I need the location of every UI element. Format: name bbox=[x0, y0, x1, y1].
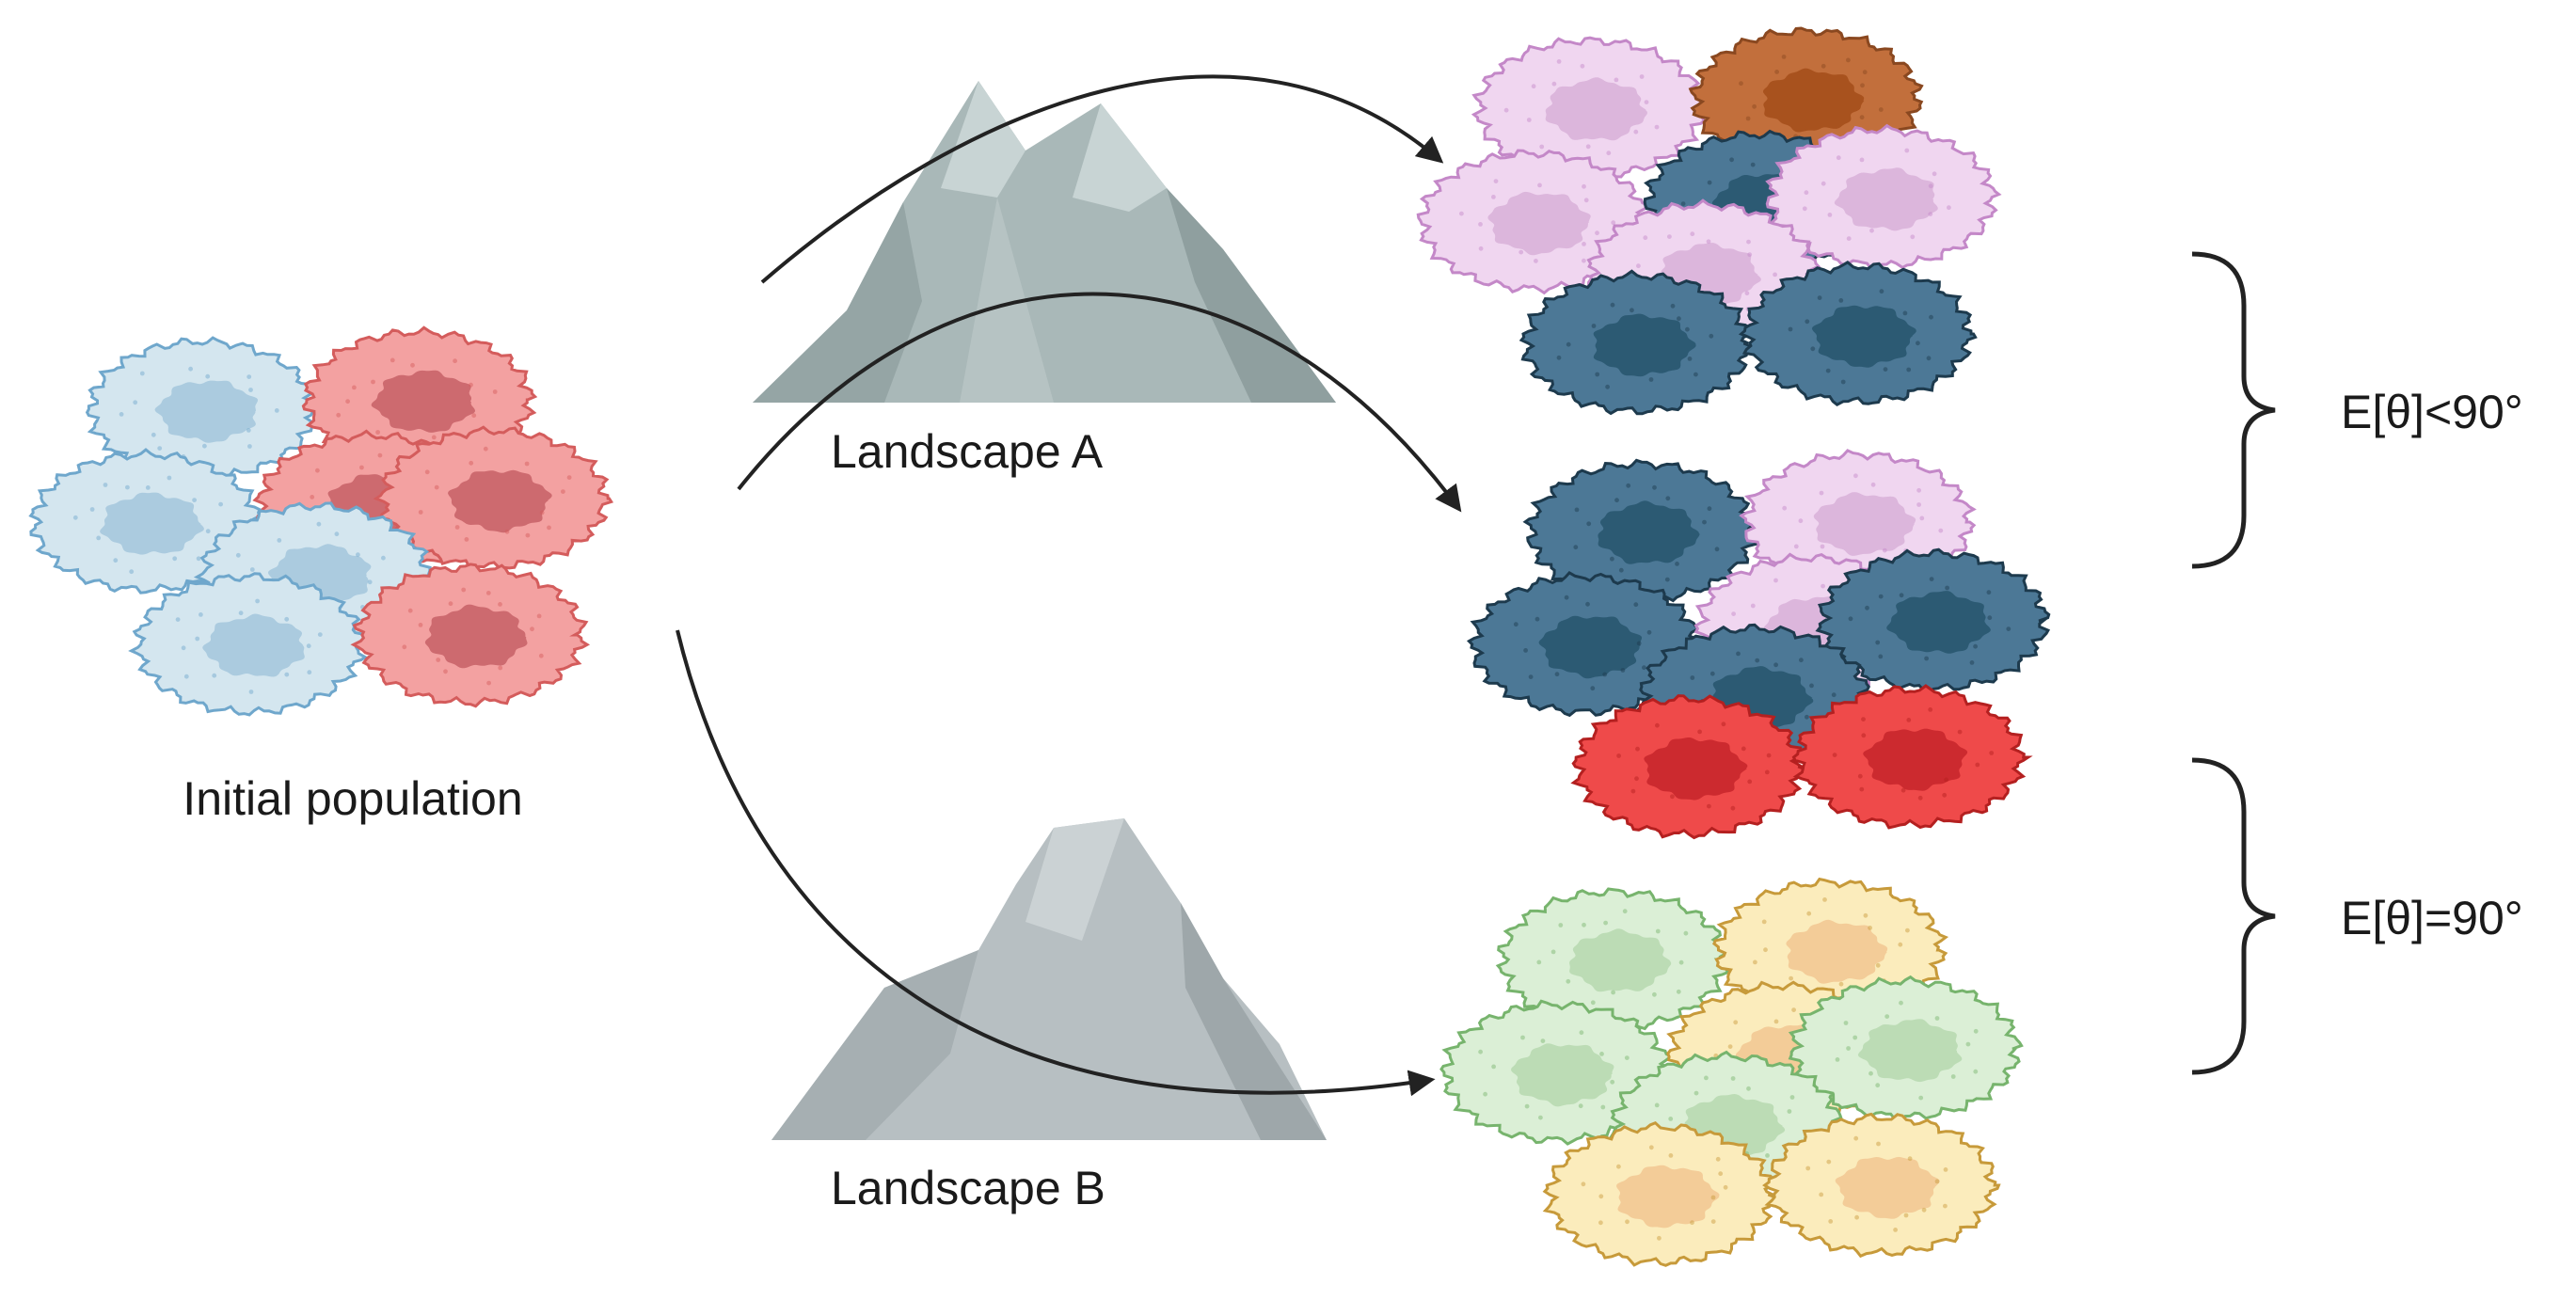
brace-bottom bbox=[2191, 757, 2276, 1075]
cell-icon bbox=[1495, 887, 1734, 1034]
cell-icon bbox=[1522, 458, 1762, 606]
cell-icon bbox=[1788, 975, 2024, 1122]
cell-icon bbox=[1791, 684, 2033, 830]
cell-icon bbox=[1466, 571, 1707, 718]
cell-icon bbox=[1439, 999, 1678, 1146]
cell-icon bbox=[1471, 36, 1709, 182]
mountain-a-icon bbox=[753, 81, 1336, 403]
landscape-a-top-cells bbox=[1416, 26, 2002, 416]
landscape-a-bottom-cells bbox=[1466, 449, 2051, 840]
landscape-a-label: Landscape A bbox=[831, 425, 1104, 478]
bracket-top-label: E[θ]<90° bbox=[2341, 386, 2523, 438]
initial-population-cells bbox=[28, 325, 614, 717]
cell-icon bbox=[373, 425, 614, 571]
initial-population-label: Initial population bbox=[183, 772, 522, 825]
arrow-to-a-bottom bbox=[737, 292, 1462, 513]
arrow-to-a-top bbox=[760, 74, 1444, 284]
cell-icon bbox=[1738, 260, 1978, 406]
arrows bbox=[676, 74, 1462, 1097]
brace-top bbox=[2191, 251, 2276, 569]
landscape-b-label: Landscape B bbox=[831, 1162, 1105, 1214]
cell-icon bbox=[1762, 1112, 2001, 1259]
cell-icon bbox=[1570, 694, 1809, 840]
landscape-b-cells bbox=[1439, 877, 2024, 1267]
cell-icon bbox=[1815, 547, 2051, 695]
cell-icon bbox=[128, 572, 369, 717]
bracket-bottom-label: E[θ]=90° bbox=[2341, 892, 2523, 944]
cell-icon bbox=[85, 336, 325, 483]
cell-icon bbox=[350, 563, 591, 708]
cell-icon bbox=[1542, 1120, 1778, 1267]
arrow-to-b bbox=[676, 629, 1436, 1097]
cell-icon bbox=[1519, 269, 1757, 416]
cell-icon bbox=[1765, 123, 2002, 271]
